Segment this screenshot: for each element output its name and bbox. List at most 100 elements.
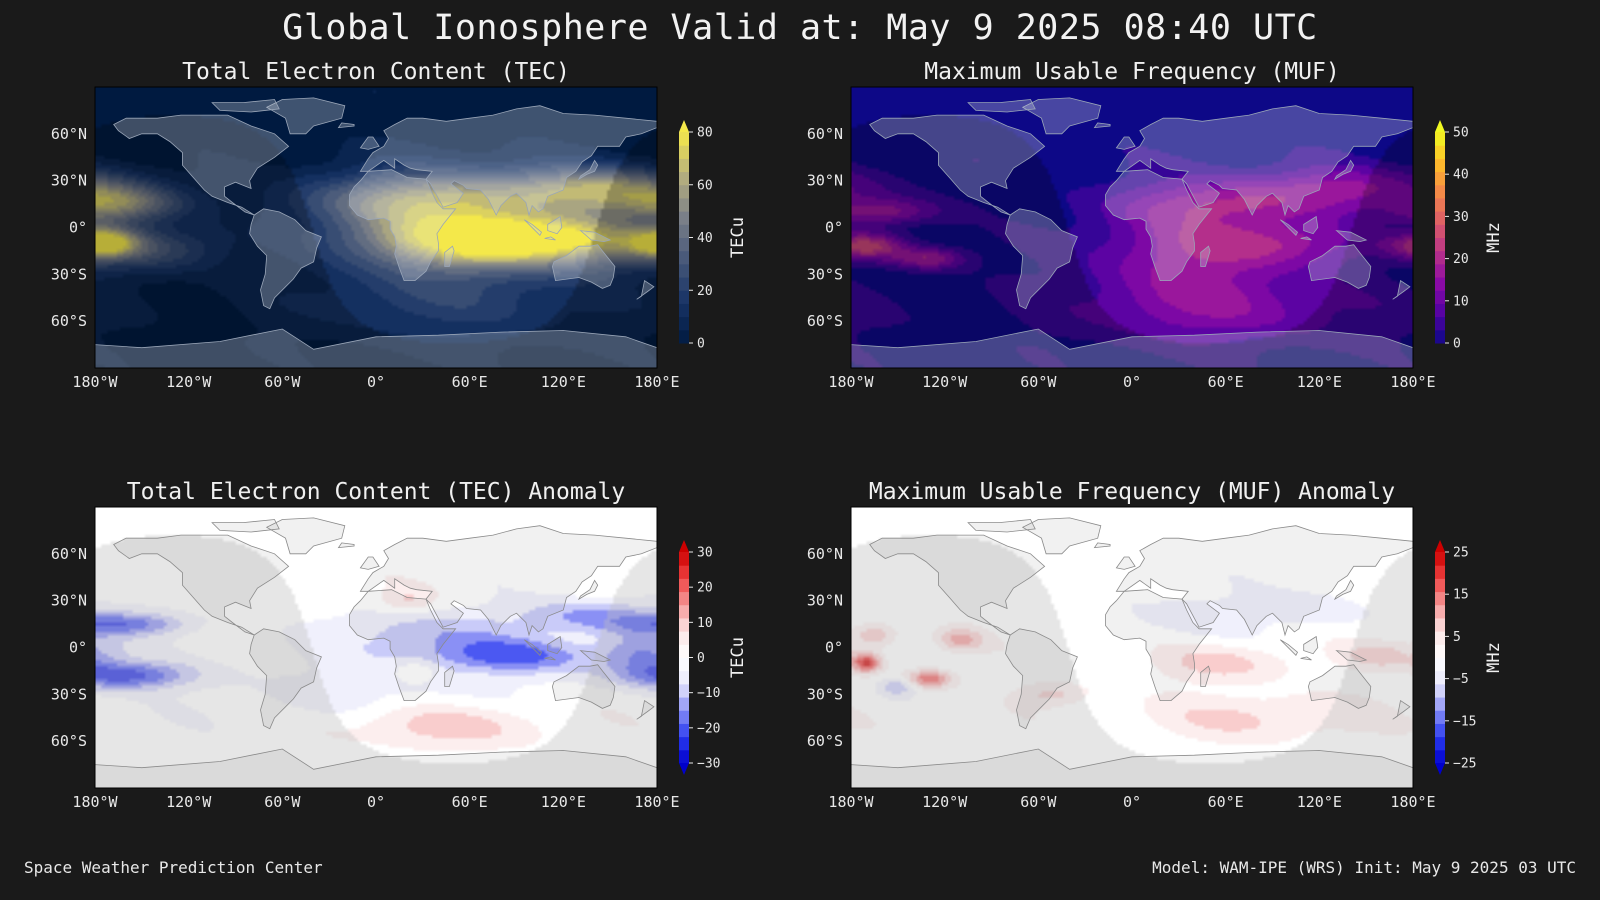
colorbar-tick-label: −30 <box>697 757 720 772</box>
colorbar-tick-label: 10 <box>1453 294 1469 309</box>
colorbar-band <box>1435 749 1445 764</box>
colorbar-band <box>1435 683 1445 698</box>
y-tick-label: 0° <box>825 219 843 237</box>
colorbar-tick-label: 15 <box>1453 588 1469 603</box>
y-tick-label: 30°N <box>51 172 87 190</box>
landmass <box>1333 159 1355 181</box>
landmass <box>1093 542 1111 549</box>
colorbar-tick-label: −20 <box>697 721 720 736</box>
colorbar-tick-label: 30 <box>697 546 713 561</box>
y-tick-label: 60°S <box>807 312 843 330</box>
map-frame <box>850 506 1414 789</box>
colorbar-band <box>679 132 689 146</box>
landmass <box>1105 589 1213 701</box>
colorbar-extend-max <box>1435 120 1445 132</box>
colorbar-band <box>1435 631 1445 645</box>
colorbar-band <box>1435 316 1445 331</box>
colorbar-band <box>1435 552 1445 566</box>
colorbar-band <box>1435 263 1445 278</box>
colorbar-band <box>679 224 689 238</box>
colorbar-band <box>1435 290 1445 304</box>
landmass <box>337 542 355 549</box>
coastlines <box>851 517 1413 788</box>
panel-tec: Total Electron Content (TEC) 180°W 120°W 60… <box>51 59 748 391</box>
landmass <box>1303 215 1319 235</box>
colorbar-tick-label: −15 <box>1453 714 1476 729</box>
x-tick-label: 120°W <box>922 793 968 811</box>
landmass <box>851 328 1413 368</box>
colorbar-extend-max <box>679 540 689 552</box>
y-tick-label: 30°S <box>807 685 843 703</box>
colorbar-band <box>1435 736 1445 751</box>
x-tick-label: 120°E <box>1297 793 1342 811</box>
footer-credit: Space Weather Prediction Center <box>24 858 323 877</box>
colorbar-band <box>679 578 689 593</box>
heatmap-field <box>95 87 657 368</box>
x-tick-label: 180°E <box>634 373 679 391</box>
landmass <box>337 122 355 129</box>
landmass <box>265 97 346 135</box>
colorbar-band <box>679 631 689 645</box>
colorbar-band <box>679 749 689 764</box>
colorbar: −30 −20 −10 0 10 20 30 TECu <box>679 540 748 775</box>
landmass <box>579 650 612 662</box>
landmass <box>265 517 346 555</box>
colorbar: 0 10 20 30 40 50 MHz <box>1435 120 1504 352</box>
colorbar-band <box>1435 723 1445 738</box>
colorbar-tick-label: −25 <box>1453 757 1476 772</box>
landmass <box>249 208 322 310</box>
landmass <box>1335 650 1368 662</box>
landmass <box>547 215 563 235</box>
landmass <box>1392 699 1411 720</box>
colorbar-tick-label: 30 <box>1453 210 1469 225</box>
landmass <box>359 556 380 570</box>
landmass <box>547 635 563 655</box>
landmass <box>349 169 457 281</box>
landmass <box>1333 579 1355 601</box>
landmass <box>551 664 616 709</box>
map-frame <box>94 506 658 789</box>
colorbar-tick-label: −10 <box>697 686 720 701</box>
colorbar-band <box>679 644 689 658</box>
x-tick-label: 180°W <box>72 793 118 811</box>
colorbar-tick-label: 50 <box>1453 126 1469 141</box>
colorbar-band <box>1435 224 1445 238</box>
colorbar-band <box>679 316 689 331</box>
colorbar-band <box>1435 132 1445 146</box>
colorbar-band <box>1435 303 1445 318</box>
y-tick-label: 60°N <box>51 125 87 143</box>
landmass <box>1200 665 1211 687</box>
x-tick-label: 180°E <box>634 793 679 811</box>
x-tick-label: 0° <box>1123 373 1141 391</box>
x-tick-label: 120°W <box>166 373 212 391</box>
colorbar-tick-label: 25 <box>1453 546 1469 561</box>
x-tick-label: 180°W <box>72 373 118 391</box>
landmass <box>636 279 655 300</box>
landmass <box>1105 169 1213 281</box>
panel-title: Total Electron Content (TEC) <box>182 59 570 85</box>
colorbar-extend-max <box>679 120 689 132</box>
y-tick-label: 30°N <box>807 592 843 610</box>
colorbar-tick-label: 60 <box>697 178 713 193</box>
colorbar-label: TECu <box>728 637 748 678</box>
y-tick-label: 30°S <box>807 265 843 283</box>
landmass <box>1280 639 1299 656</box>
landmass <box>1021 517 1102 555</box>
page-title: Global Ionosphere Valid at: May 9 2025 0… <box>282 8 1318 48</box>
colorbar-band <box>1435 710 1445 724</box>
colorbar-band <box>1435 657 1445 672</box>
x-tick-label: 120°E <box>541 793 586 811</box>
colorbar-band <box>679 211 689 225</box>
colorbar-band <box>679 697 689 711</box>
x-tick-label: 120°E <box>541 373 586 391</box>
x-tick-label: 180°E <box>1390 373 1435 391</box>
landmass <box>1115 525 1413 637</box>
x-tick-label: 180°W <box>828 793 874 811</box>
map-frame <box>94 86 658 369</box>
colorbar-band <box>1435 578 1445 593</box>
coastlines <box>95 97 657 368</box>
landmass <box>579 230 612 243</box>
landmass <box>544 236 556 241</box>
landmass <box>359 105 657 217</box>
